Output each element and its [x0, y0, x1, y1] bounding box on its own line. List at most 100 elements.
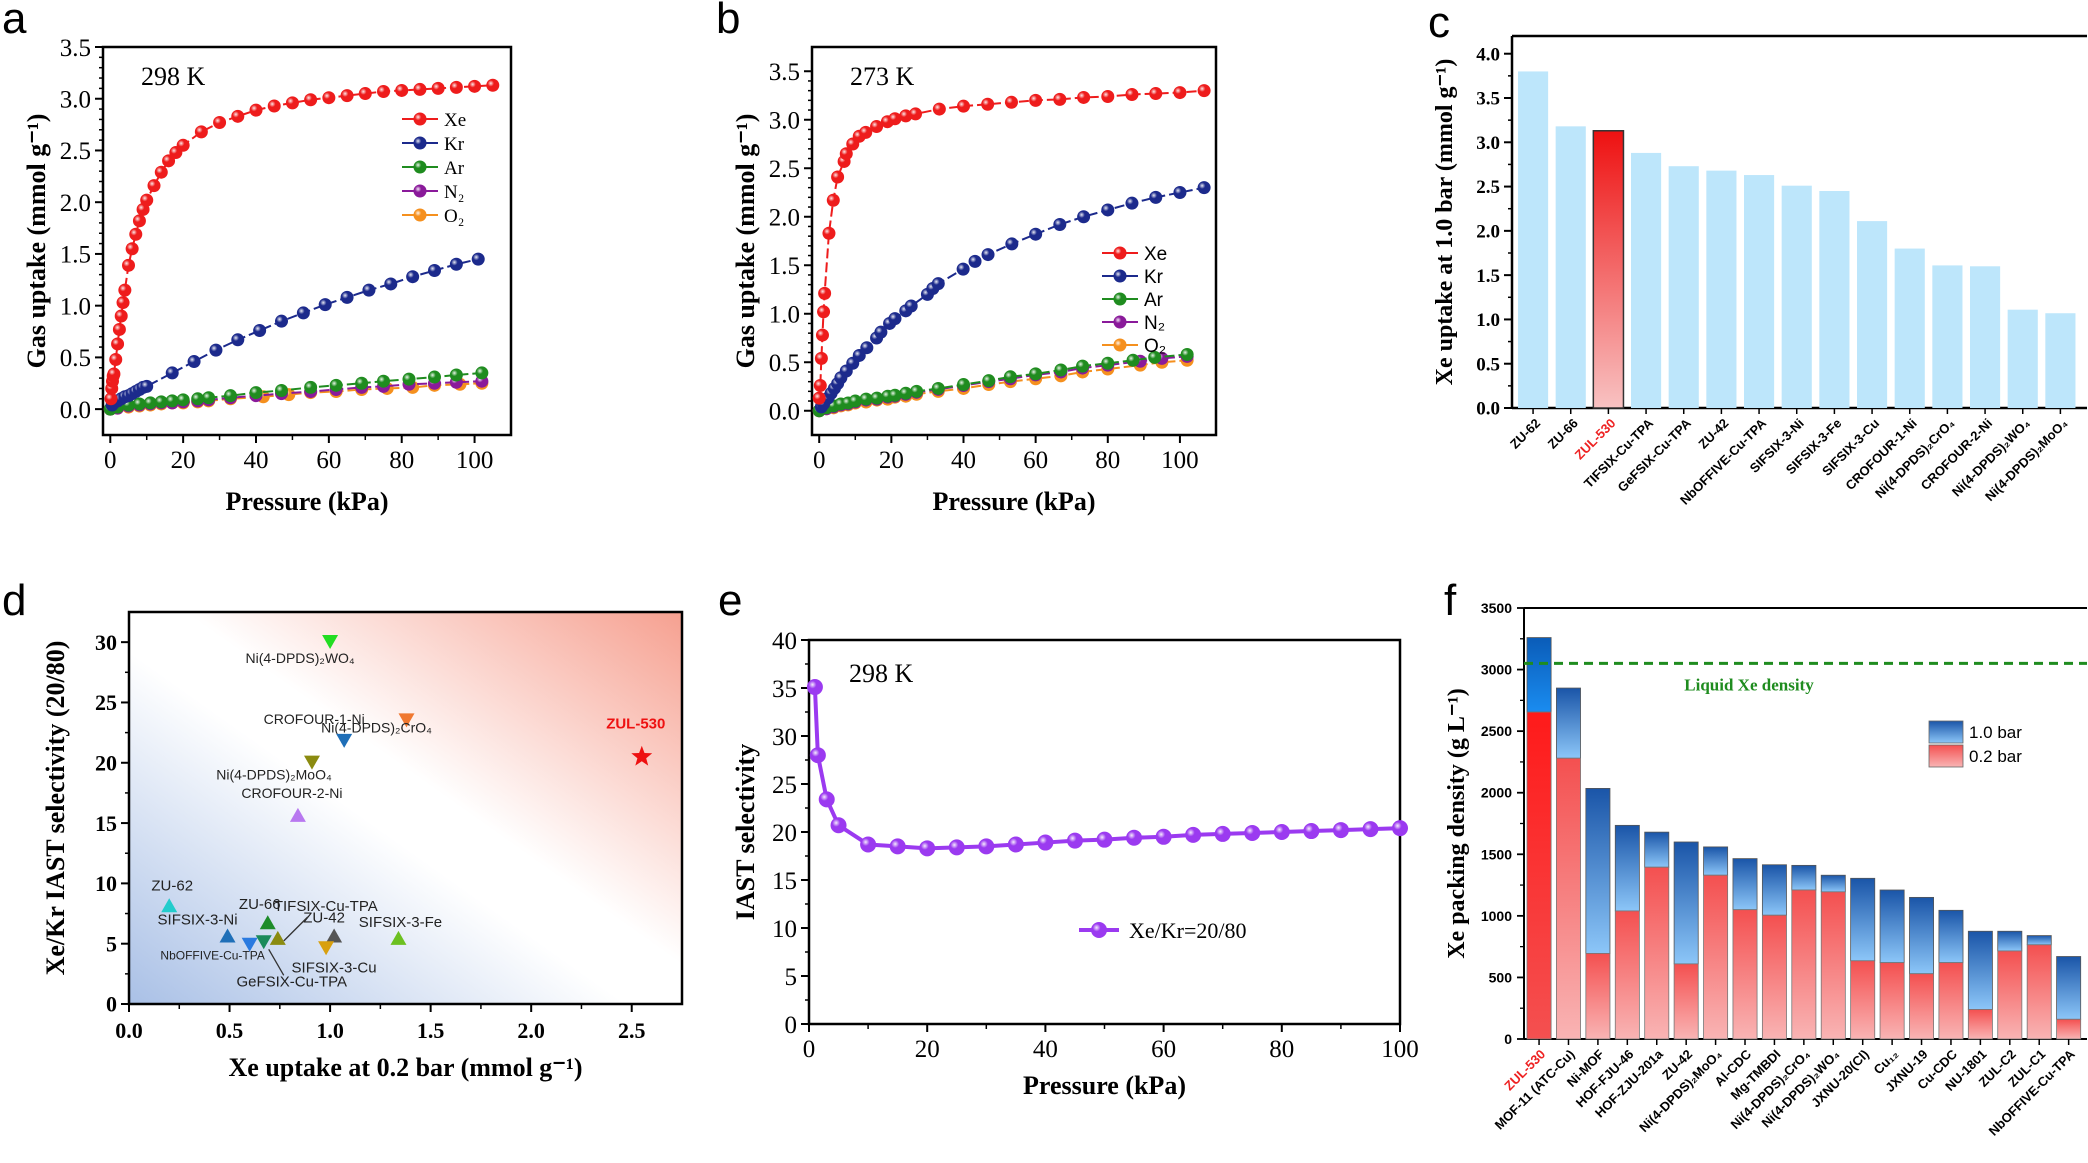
marker-SIFSIX-3-Ni: [219, 928, 236, 943]
bar-Ni(4-DPDS)₂CrO₄: [1932, 265, 1963, 408]
data-point-shine: [909, 107, 923, 121]
y-tick-label: 35: [772, 676, 797, 703]
x-tick-label: 0: [813, 447, 826, 474]
plot-frame: [127, 610, 684, 1006]
bar-0.2bar-NbOFFIVE-Cu-TPA: [2056, 1018, 2082, 1040]
y-tick-label: 4.0: [1476, 44, 1500, 65]
data-point-shine: [1197, 181, 1211, 195]
legend-label: Ar: [444, 158, 465, 179]
data-point-shine: [848, 394, 862, 408]
y-tick-label: 0.5: [1476, 354, 1500, 375]
bar-0.2bar-HOF-ZJU-201a: [1644, 866, 1670, 1040]
data-point-shine: [253, 323, 267, 337]
data-point-shine: [449, 368, 463, 382]
y-tick-label: 0: [785, 1012, 798, 1039]
y-tick-label: 0.0: [60, 397, 91, 424]
x-axis-label: Xe uptake at 0.2 bar (mmol g⁻¹): [229, 1053, 583, 1082]
point-label: GeFSIX-Cu-TPA: [236, 973, 347, 990]
bar-0.2bar-Cu-CDC: [1938, 962, 1964, 1040]
bar-0.2bar-ZUL-530: [1526, 711, 1552, 1040]
bar-1.0bar-HOF-ZJU-201a: [1644, 831, 1670, 868]
x-tick-label: 20: [879, 447, 904, 474]
x-axis-label: Pressure (kPa): [933, 487, 1096, 516]
data-point-shine: [275, 314, 288, 328]
point-label: ZU-66: [239, 896, 281, 913]
legend-marker-shine: [413, 112, 427, 126]
marker-ZUL-530: [631, 745, 653, 766]
data-point-shine: [839, 147, 853, 161]
bar-1.0bar-Ni(4-DPDS)₂CrO₄: [1791, 864, 1817, 891]
series-line-Xe: [110, 84, 493, 399]
y-tick-label: 2.0: [1476, 222, 1500, 243]
x-category-label: ZU-62: [1507, 416, 1543, 452]
data-point-shine: [304, 380, 318, 394]
data-point-shine: [1007, 836, 1024, 853]
data-point-shine: [116, 296, 130, 310]
legend-label: O₂: [1144, 336, 1166, 357]
data-point-shine: [1126, 829, 1143, 846]
data-point-shine: [428, 370, 441, 384]
y-tick-label: 0.5: [60, 345, 91, 372]
data-point-shine: [859, 125, 873, 139]
data-point-shine: [1126, 353, 1140, 367]
data-point-shine: [1197, 84, 1211, 98]
panel-letter-e: e: [718, 576, 743, 625]
x-category-label: ZU-42: [1695, 416, 1731, 452]
data-point-shine: [806, 679, 823, 696]
legend-label: Xe: [1144, 244, 1167, 265]
plot-frame: [810, 45, 1218, 437]
point-label: Ni(4-DPDS)₂CrO₄: [321, 719, 432, 735]
legend-label: Kr: [1144, 267, 1164, 288]
y-tick-label: 3.0: [769, 108, 800, 135]
y-axis-label: Xe uptake at 1.0 bar (mmol g⁻¹): [1432, 59, 1458, 386]
data-point-shine: [1053, 92, 1067, 106]
x-tick-label: 0.0: [115, 1018, 143, 1043]
data-point-shine: [1362, 821, 1379, 838]
data-point-shine: [1149, 190, 1163, 204]
y-tick-label: 1.0: [769, 302, 800, 329]
y-axis-label: Gas uptake (mmol g⁻¹): [731, 114, 760, 369]
data-point-shine: [296, 306, 310, 320]
y-tick-label: 5: [106, 931, 117, 956]
data-point-shine: [830, 817, 847, 834]
data-point-shine: [1125, 88, 1139, 102]
y-tick-label: 15: [772, 868, 797, 895]
x-tick-label: 2.0: [517, 1018, 545, 1043]
x-tick-label: 1.0: [316, 1018, 344, 1043]
bar-1.0bar-ZUL-530: [1526, 637, 1552, 713]
data-point-shine: [1029, 93, 1043, 107]
data-point-shine: [358, 87, 372, 101]
bar-1.0bar-MOF-11 (ATC-Cu): [1556, 687, 1581, 759]
bar-0.2bar-JXNU-20(Cl): [1850, 960, 1876, 1040]
data-point-shine: [109, 352, 123, 366]
data-point-shine: [340, 89, 354, 103]
data-point-shine: [932, 102, 946, 116]
x-tick-label: 100: [456, 447, 494, 474]
y-tick-label: 0: [1504, 1031, 1512, 1047]
panel-letter-a: a: [2, 0, 27, 43]
data-point-shine: [981, 97, 995, 111]
x-tick-label: 60: [316, 447, 341, 474]
legend-label: 0.2 bar: [1969, 747, 2022, 766]
data-point-shine: [817, 305, 831, 319]
bar-1.0bar-Mg-TMBDI: [1761, 864, 1787, 916]
data-point-shine: [475, 366, 489, 380]
data-point-shine: [122, 258, 135, 272]
legend-label: Xe/Kr=20/80: [1129, 918, 1247, 943]
y-tick-label: 25: [772, 772, 797, 799]
point-label: SIFSIX-3-Cu: [292, 959, 377, 976]
data-point-shine: [1029, 227, 1043, 241]
data-point-shine: [329, 378, 343, 392]
x-tick-label: 1.5: [417, 1018, 445, 1043]
data-point-shine: [111, 337, 125, 351]
data-point-shine: [384, 277, 398, 291]
panel-letter-f: f: [1444, 576, 1457, 625]
data-point-shine: [899, 109, 913, 123]
data-point-shine: [340, 290, 354, 304]
point-label: SIFSIX-3-Fe: [359, 914, 442, 931]
bar-ZUL-530: [1592, 130, 1625, 409]
data-point-shine: [318, 298, 332, 312]
data-point-shine: [904, 299, 918, 313]
legend-marker-shine: [413, 160, 427, 174]
bar-0.2bar-Ni-MOF: [1585, 953, 1611, 1040]
